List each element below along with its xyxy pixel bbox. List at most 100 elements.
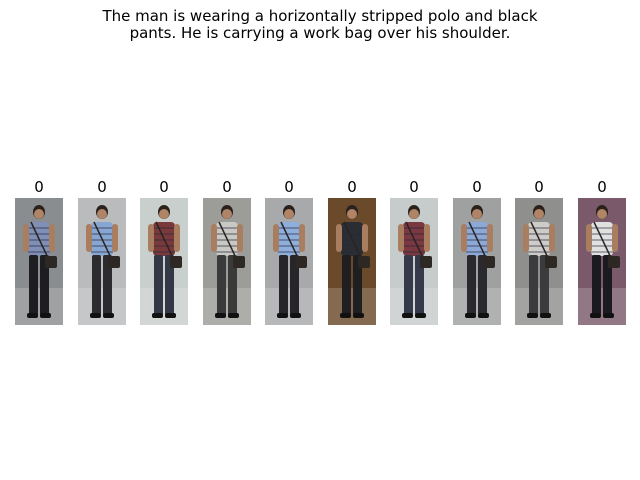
figure-caption: The man is wearing a horizontally stripp… (0, 8, 640, 42)
person-right-shoe (290, 313, 301, 318)
photo-canvas (453, 198, 501, 325)
bag-strap (468, 221, 488, 261)
photo-canvas (203, 198, 251, 325)
person-left-leg (342, 255, 351, 315)
person-face (347, 209, 357, 219)
work-bag (358, 256, 370, 268)
person-right-leg (478, 255, 487, 315)
person-left-leg (92, 255, 101, 315)
bag-strap (218, 221, 238, 261)
shirt-stripe (91, 233, 113, 235)
person-right-arm (299, 224, 305, 252)
person-right-shoe (40, 313, 51, 318)
shirt-stripe (28, 233, 50, 235)
person-right-arm (362, 224, 368, 252)
bag-strap (530, 221, 550, 261)
bag-strap (155, 221, 175, 261)
person-right-arm (49, 224, 55, 252)
person-left-arm (273, 224, 279, 252)
shirt-stripe (528, 251, 550, 253)
person-right-leg (603, 255, 612, 315)
shirt-stripe (278, 233, 300, 235)
shirt-stripe (216, 233, 238, 235)
person-left-arm (148, 224, 154, 252)
person-right-leg (103, 255, 112, 315)
work-bag (233, 256, 245, 268)
shirt-stripe (91, 251, 113, 253)
caption-line-2: pants. He is carrying a work bag over hi… (129, 24, 511, 42)
photo-canvas (15, 198, 63, 325)
gallery-label: 0 (534, 178, 544, 196)
person-black-white-striped-shirt-event (578, 198, 626, 325)
work-bag (483, 256, 495, 268)
person-left-shoe (90, 313, 101, 318)
person-blue-shirt-back-view-street (453, 198, 501, 325)
shirt-stripe (278, 245, 300, 247)
shirt-stripe (528, 233, 550, 235)
bag-strap (593, 221, 613, 261)
person-left-shoe (152, 313, 163, 318)
work-bag (108, 256, 120, 268)
person-left-shoe (527, 313, 538, 318)
gallery-item-5: 0 (265, 176, 313, 325)
person-right-arm (549, 224, 555, 252)
work-bag (45, 256, 57, 268)
person-left-leg (154, 255, 163, 315)
shirt-stripe (466, 233, 488, 235)
photo-canvas (265, 198, 313, 325)
shirt-stripe (91, 227, 113, 229)
shirt-stripe (91, 245, 113, 247)
person-face (409, 209, 419, 219)
gallery-label: 0 (34, 178, 44, 196)
gallery-item-2: 0 (78, 176, 126, 325)
photo-canvas (390, 198, 438, 325)
person-left-arm (211, 224, 217, 252)
shirt-stripe (278, 227, 300, 229)
photo-ground (453, 288, 501, 325)
person-left-arm (23, 224, 29, 252)
person-left-arm (86, 224, 92, 252)
work-bag (170, 256, 182, 268)
person-left-arm (586, 224, 592, 252)
person-face (597, 209, 607, 219)
shirt-stripe (341, 227, 363, 229)
bag-strap (343, 221, 363, 261)
work-bag (420, 256, 432, 268)
bag-strap (30, 221, 50, 261)
person-left-arm (336, 224, 342, 252)
gallery-item-3: 0 (140, 176, 188, 325)
gallery-item-10: 0 (578, 176, 626, 325)
person-right-leg (415, 255, 424, 315)
person-left-leg (217, 255, 226, 315)
shirt-stripe (591, 245, 613, 247)
shirt-stripe (341, 245, 363, 247)
shirt-stripe (466, 251, 488, 253)
person-left-arm (523, 224, 529, 252)
person-right-leg (540, 255, 549, 315)
gallery-item-6: 0 (328, 176, 376, 325)
person-right-shoe (165, 313, 176, 318)
person-left-leg (279, 255, 288, 315)
person-left-arm (398, 224, 404, 252)
person-left-shoe (27, 313, 38, 318)
shirt-stripe (278, 251, 300, 253)
shirt-stripe (341, 251, 363, 253)
person-right-leg (40, 255, 49, 315)
shirt-stripe (153, 245, 175, 247)
person-right-shoe (603, 313, 614, 318)
photo-ground (578, 288, 626, 325)
person-face (97, 209, 107, 219)
gallery-label: 0 (97, 178, 107, 196)
gallery-label: 0 (347, 178, 357, 196)
shirt-stripe (403, 227, 425, 229)
person-right-shoe (103, 313, 114, 318)
person-face (222, 209, 232, 219)
person-blue-striped-shirt-walking (265, 198, 313, 325)
person-blue-striped-shirt-back-view (78, 198, 126, 325)
bag-strap (405, 221, 425, 261)
shirt-stripe (341, 233, 363, 235)
shirt-stripe (466, 245, 488, 247)
bag-strap (280, 221, 300, 261)
photo-ground (203, 288, 251, 325)
